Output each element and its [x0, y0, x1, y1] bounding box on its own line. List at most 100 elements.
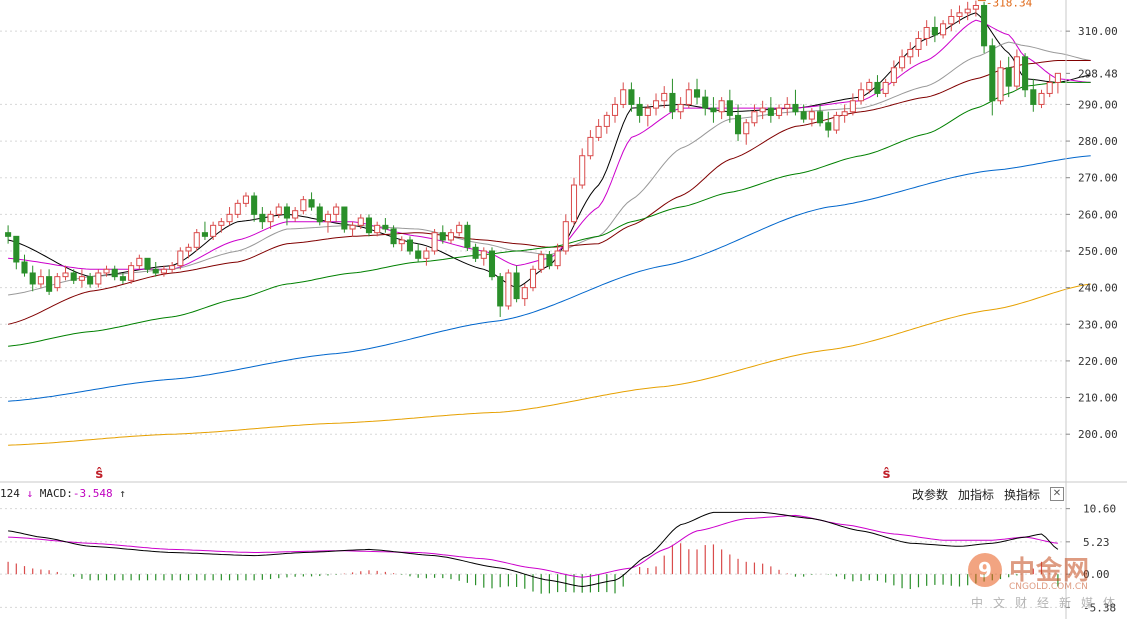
candle-body [374, 224, 381, 234]
moving-average-lines [7, 12, 1091, 446]
candle-body [300, 199, 307, 212]
candle-body [817, 111, 824, 124]
watermark-subtitle: 中文财经新媒体 [971, 596, 1126, 610]
candle-body [70, 272, 77, 281]
candle-body [981, 4, 988, 47]
candle-body [54, 276, 61, 289]
candle-body [972, 4, 979, 10]
candle-body [177, 250, 184, 267]
candle-body [759, 107, 766, 113]
price-tick-label: 260.00 [1078, 208, 1118, 221]
candle-body [521, 287, 528, 300]
candle-body [78, 276, 85, 281]
candle-body [636, 103, 643, 116]
macd-label-prefix: 124 [0, 487, 20, 500]
candle-body [472, 246, 479, 259]
ma-line-ma60 [8, 81, 1091, 347]
modify-params-button[interactable]: 改参数 [912, 488, 949, 502]
macd-histogram [7, 543, 1059, 594]
candle-body [833, 114, 840, 131]
candlesticks [5, 0, 1061, 317]
candle-body [341, 206, 348, 230]
candle-body [784, 103, 791, 109]
price-grid [0, 30, 1066, 435]
current-price-label: 298.48 [1078, 67, 1118, 80]
candle-body [242, 195, 249, 204]
candle-body [579, 155, 586, 186]
candle-body [169, 265, 176, 270]
candle-body [890, 67, 897, 83]
candle-body [849, 100, 856, 113]
candle-body [587, 136, 594, 157]
macd-grid [0, 481, 1127, 608]
candle-body [726, 100, 733, 116]
candle-body [423, 250, 430, 259]
price-tick-label: 230.00 [1078, 318, 1118, 331]
candle-body [661, 92, 668, 102]
candle-body [111, 268, 118, 278]
candle-body [899, 56, 906, 69]
candle-body [333, 206, 340, 215]
candle-body [644, 107, 651, 116]
indicator-toolbar: 改参数 加指标 换指标 [912, 486, 1040, 503]
candle-body [218, 221, 225, 226]
candle-body [439, 232, 446, 241]
candle-body [841, 111, 848, 116]
candle-body [406, 239, 414, 252]
watermark: 9 中金网 CNGOLD.COM.CN 中文财经新媒体 [965, 548, 1125, 616]
candle-body [956, 12, 963, 17]
candle-body [1054, 72, 1061, 83]
candle-body [160, 268, 167, 274]
candle-body [144, 257, 151, 270]
macd-tick-label: -5.38 [1083, 601, 1116, 614]
candle-body [513, 272, 520, 300]
candle-body [456, 224, 463, 234]
candle-body [702, 96, 709, 109]
event-marker: ŝ [883, 467, 891, 482]
candle-body [1005, 67, 1012, 87]
candle-body [210, 224, 217, 237]
add-indicator-button[interactable]: 加指标 [958, 488, 995, 502]
close-indicator-button[interactable]: ✕ [1050, 487, 1064, 501]
candle-body [734, 114, 742, 135]
candle-body [882, 81, 889, 94]
candle-body [193, 232, 200, 248]
candle-body [292, 210, 299, 219]
candle-body [349, 224, 356, 230]
candle-body [603, 114, 610, 127]
candle-body [907, 48, 914, 58]
ma-line-ma120 [8, 155, 1091, 402]
candle-body [874, 81, 881, 94]
price-tick-label: 270.00 [1078, 172, 1118, 185]
price-tick-label: 240.00 [1078, 282, 1118, 295]
candle-body [283, 206, 290, 219]
macd-axis: 10.60 5.23 0.00 -5.38 [1066, 503, 1116, 614]
candle-body [800, 111, 807, 120]
macd-tick-label: 0.00 [1083, 568, 1110, 581]
candle-body [858, 89, 865, 102]
candle-body [743, 122, 750, 135]
candle-body [497, 276, 504, 307]
max-price-label: -318.34 [986, 0, 1033, 10]
candle-body [669, 92, 676, 113]
candle-body [119, 276, 126, 281]
macd-lines [8, 511, 1059, 588]
switch-indicator-button[interactable]: 换指标 [1004, 488, 1041, 502]
price-axis: 310.00 290.00 280.00 270.00 260.00 250.00 240.… [1065, 0, 1118, 619]
candle-body [710, 107, 717, 113]
macd-label-name: MACD: [39, 487, 73, 500]
candle-body [275, 206, 282, 215]
price-tick-label: 310.00 [1078, 25, 1118, 38]
candle-body [201, 232, 208, 237]
candle-body [398, 239, 405, 245]
candle-body [570, 184, 578, 223]
candle-body [37, 276, 44, 285]
ma-line-ma5 [7, 12, 1091, 289]
candle-body [267, 213, 274, 223]
candle-body [62, 272, 69, 278]
candle-body [390, 228, 397, 245]
price-tick-label: 220.00 [1078, 355, 1118, 368]
event-markers: -318.34 ŝ ŝ [95, 0, 1032, 482]
candle-body [1030, 89, 1037, 105]
arrow-down-icon: ↓ [26, 487, 34, 500]
